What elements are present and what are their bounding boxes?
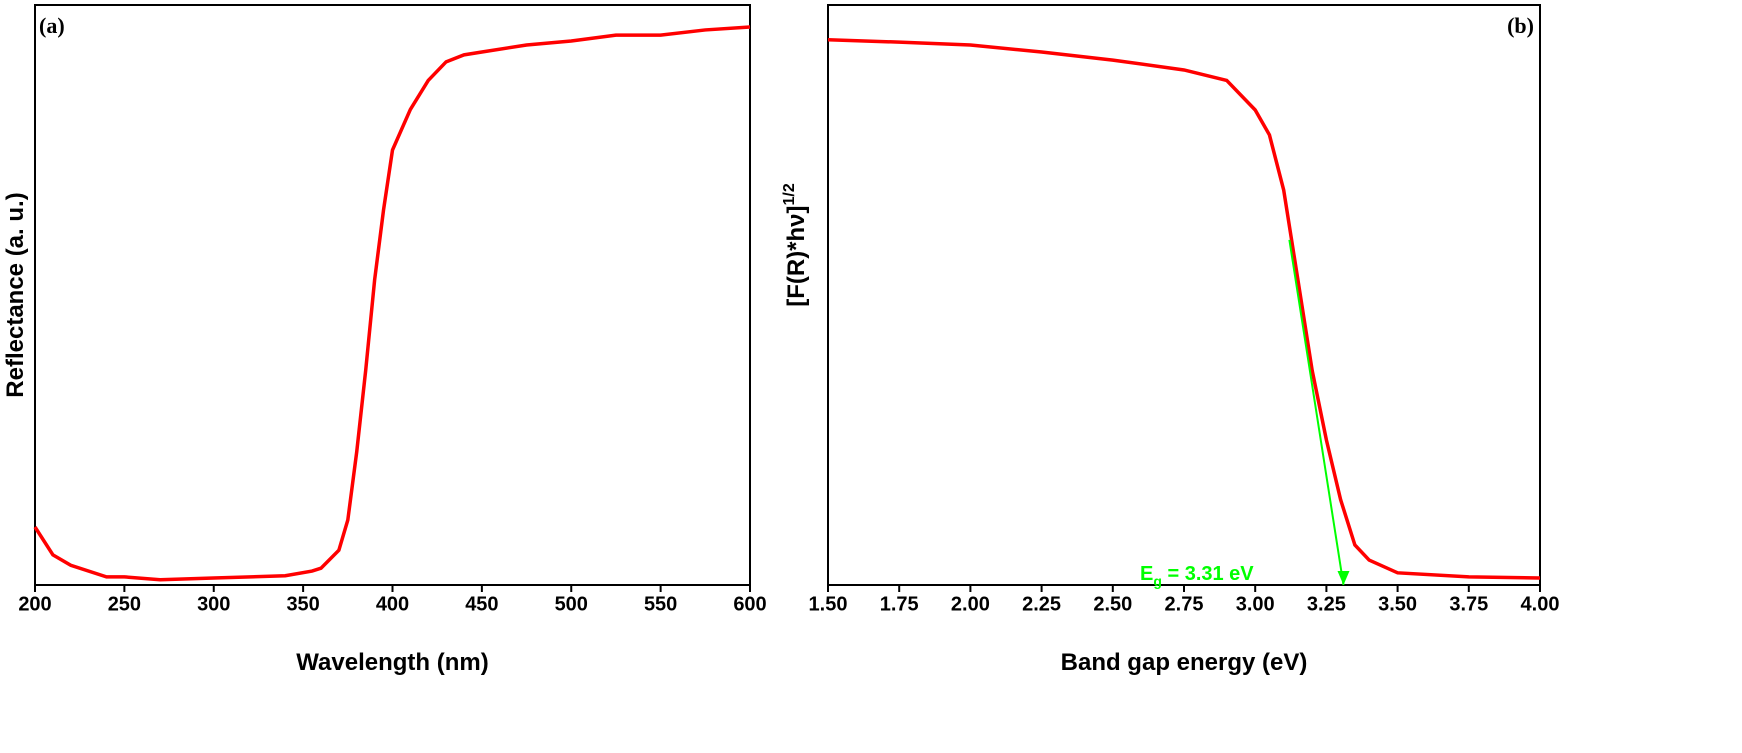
x-tick-label: 250 (108, 594, 141, 616)
y-axis-title-text: Reflectance (a. u.) (2, 192, 29, 397)
x-tick-label: 3.50 (1378, 594, 1417, 616)
x-tick-label: 3.25 (1307, 594, 1346, 616)
y-axis-title-text: [F(R)*hν] (783, 205, 810, 306)
x-tick-label: 1.75 (880, 594, 919, 616)
x-tick-label: 2.00 (951, 594, 990, 616)
x-tick-label: 4.00 (1521, 594, 1560, 616)
x-tick-label: 1.50 (809, 594, 848, 616)
annotation-suffix: = 3.31 eV (1162, 563, 1254, 585)
x-tick-label: 500 (555, 594, 588, 616)
tangent-line (1288, 239, 1345, 586)
y-axis-title: Reflectance (a. u.) (2, 192, 29, 397)
panel-label: (b) (1507, 13, 1534, 38)
x-tick-label: 2.50 (1093, 594, 1132, 616)
data-line (33, 25, 751, 582)
x-tick-label: 3.00 (1236, 594, 1275, 616)
tangent-arrowhead (1337, 571, 1350, 585)
plot-frame (827, 4, 1541, 586)
plot-frame (34, 4, 751, 586)
x-tick-label: 400 (376, 594, 409, 616)
annotation: Eg = 3.31 eV (1140, 563, 1254, 589)
x-tick-label: 3.75 (1449, 594, 1488, 616)
x-tick-label: 600 (733, 594, 766, 616)
x-tick-label: 300 (197, 594, 230, 616)
data-line (827, 38, 1541, 580)
x-tick-label: 200 (18, 594, 51, 616)
y-axis-title-superscript: 1/2 (781, 183, 798, 205)
annotation-subscript: g (1153, 573, 1162, 589)
y-axis-title: [F(R)*hν]1/2 (781, 183, 810, 307)
x-tick-label: 2.25 (1022, 594, 1061, 616)
x-tick-label: 2.75 (1165, 594, 1204, 616)
x-tick-label: 450 (465, 594, 498, 616)
x-axis-title: Band gap energy (eV) (1061, 649, 1308, 676)
x-tick-label: 550 (644, 594, 677, 616)
annotation-text: E (1140, 563, 1153, 585)
panel-label: (a) (39, 13, 65, 38)
x-axis-title: Wavelength (nm) (296, 649, 488, 676)
x-tick-label: 350 (286, 594, 319, 616)
